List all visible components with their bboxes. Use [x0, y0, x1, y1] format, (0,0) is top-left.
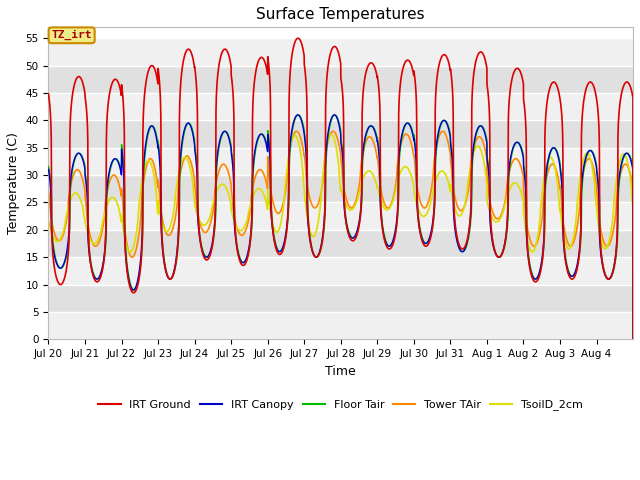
Text: TZ_irt: TZ_irt: [51, 30, 92, 40]
Y-axis label: Temperature (C): Temperature (C): [7, 132, 20, 234]
X-axis label: Time: Time: [325, 365, 356, 378]
Bar: [49, 257, 633, 285]
Bar: [49, 66, 633, 93]
Bar: [49, 312, 633, 339]
Bar: [49, 120, 633, 148]
Bar: [49, 175, 633, 203]
Bar: [49, 38, 633, 66]
Legend: IRT Ground, IRT Canopy, Floor Tair, Tower TAir, TsoilD_2cm: IRT Ground, IRT Canopy, Floor Tair, Towe…: [94, 395, 588, 415]
Bar: [49, 148, 633, 175]
Bar: [49, 93, 633, 120]
Bar: [49, 230, 633, 257]
Title: Surface Temperatures: Surface Temperatures: [257, 7, 425, 22]
Bar: [49, 203, 633, 230]
Bar: [49, 285, 633, 312]
